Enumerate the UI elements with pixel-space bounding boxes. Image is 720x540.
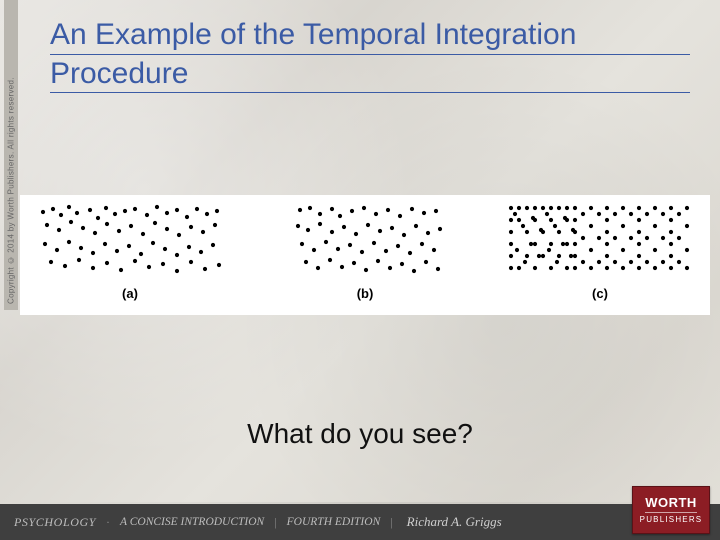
- dot-pattern-a: [35, 200, 225, 280]
- footer-sep-2: |: [272, 515, 278, 530]
- footer-edition: FOURTH EDITION: [287, 516, 381, 528]
- dot-pattern-c: [505, 200, 695, 280]
- copyright-strip: Copyright © 2014 by Worth Publishers. Al…: [4, 0, 18, 310]
- figure-panels: (a) (b) (c): [35, 200, 695, 310]
- panel-c: (c): [505, 200, 695, 301]
- panel-b: (b): [280, 200, 450, 301]
- footer-author: Richard A. Griggs: [407, 514, 502, 530]
- title-line-2: Procedure: [50, 55, 690, 94]
- publisher-name: WORTH: [645, 496, 697, 513]
- slide-root: Copyright © 2014 by Worth Publishers. Al…: [0, 0, 720, 540]
- slide-question: What do you see?: [0, 418, 720, 450]
- footer-book-title: PSYCHOLOGY: [14, 515, 96, 530]
- footer-bar: PSYCHOLOGY · A CONCISE INTRODUCTION | FO…: [0, 504, 720, 540]
- panel-a: (a): [35, 200, 225, 301]
- footer-sep-3: |: [388, 515, 394, 530]
- dot-pattern-b: [280, 200, 450, 280]
- slide-title: An Example of the Temporal Integration P…: [50, 16, 690, 93]
- title-line-1: An Example of the Temporal Integration: [50, 16, 690, 55]
- publisher-badge: WORTH PUBLISHERS: [632, 486, 710, 534]
- panel-b-label: (b): [357, 286, 374, 301]
- publisher-sub: PUBLISHERS: [640, 516, 703, 524]
- footer-sep-1: ·: [104, 515, 112, 530]
- panel-a-label: (a): [122, 286, 138, 301]
- panel-c-label: (c): [592, 286, 608, 301]
- footer-subtitle: A CONCISE INTRODUCTION: [120, 516, 264, 528]
